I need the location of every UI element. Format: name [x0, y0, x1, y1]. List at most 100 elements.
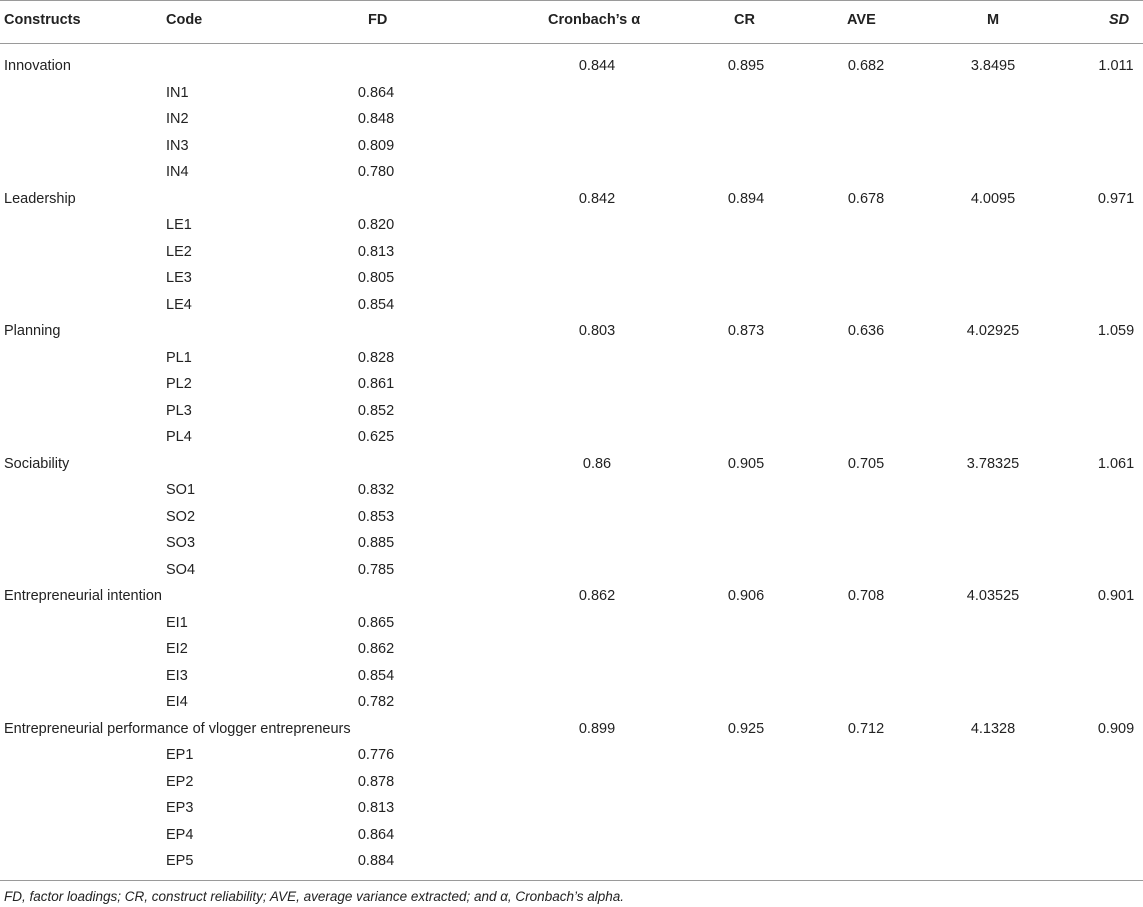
factor-loading-value: 0.805 [357, 270, 395, 286]
mean-value: 4.02925 [966, 323, 1020, 339]
item-code: EP3 [166, 800, 194, 816]
ave-value: 0.636 [847, 323, 885, 339]
factor-loading-value: 0.862 [357, 641, 395, 657]
cronbach-alpha-value: 0.842 [578, 190, 616, 207]
header-row: Constructs Code FD Cronbach’s α CR AVE M… [0, 0, 1143, 43]
item-code: IN1 [166, 84, 189, 101]
factor-loading-value: 0.885 [357, 535, 395, 551]
cr-value: 0.925 [727, 720, 765, 737]
sd-value: 0.909 [1097, 720, 1135, 737]
construct-name: Planning [4, 323, 61, 339]
factor-loading-value: 0.780 [357, 164, 395, 180]
item-code: EI1 [166, 614, 188, 631]
ave-value: 0.708 [847, 588, 885, 604]
sd-value: 1.059 [1097, 323, 1135, 339]
factor-loading-value: 0.782 [357, 694, 395, 710]
factor-loading-value: 0.865 [357, 614, 395, 631]
item-code: PL1 [166, 349, 192, 366]
construct-name: Entrepreneurial performance of vlogger e… [4, 720, 351, 737]
factor-loading-value: 0.878 [357, 773, 395, 790]
cr-value: 0.894 [727, 190, 765, 207]
factor-loading-value: 0.854 [357, 667, 395, 684]
mean-value: 3.78325 [966, 455, 1020, 472]
sd-value: 1.061 [1097, 455, 1135, 472]
header-ave: AVE [847, 12, 876, 28]
construct-name: Sociability [4, 455, 70, 472]
item-code: SO2 [166, 508, 196, 525]
header-rule [0, 43, 1143, 44]
factor-loading-value: 0.884 [357, 853, 395, 869]
sd-value: 0.971 [1097, 190, 1135, 207]
construct-name: Leadership [4, 190, 76, 207]
item-code: EP4 [166, 826, 194, 843]
cronbach-alpha-value: 0.803 [578, 323, 616, 339]
factor-loading-value: 0.853 [357, 508, 395, 525]
factor-loading-value: 0.832 [357, 482, 395, 498]
item-code: LE2 [166, 243, 192, 260]
header-code: Code [166, 12, 203, 28]
header-cr: CR [734, 12, 755, 28]
item-code: EI3 [166, 667, 188, 684]
header-sd: SD [1109, 12, 1130, 28]
header-fd: FD [368, 12, 388, 28]
table-footnote: FD, factor loadings; CR, construct relia… [4, 889, 625, 904]
bottom-rule [0, 880, 1143, 881]
item-code: LE4 [166, 296, 192, 313]
sd-value: 0.901 [1097, 588, 1135, 604]
header-cronbach-alpha: Cronbach’s α [548, 12, 641, 28]
mean-value: 3.8495 [970, 58, 1016, 74]
factor-loading-value: 0.854 [357, 296, 395, 313]
top-rule [0, 0, 1143, 1]
item-code: EP2 [166, 773, 194, 790]
header-constructs: Constructs [4, 12, 81, 28]
item-code: IN3 [166, 137, 189, 154]
item-code: PL3 [166, 402, 192, 419]
construct-name: Innovation [4, 58, 71, 74]
item-code: EI4 [166, 694, 188, 710]
factor-loading-value: 0.813 [357, 800, 395, 816]
factor-loading-value: 0.813 [357, 243, 395, 260]
cronbach-alpha-value: 0.86 [582, 455, 612, 472]
cronbach-alpha-value: 0.844 [578, 58, 616, 74]
item-code: SO4 [166, 561, 196, 578]
factor-loading-value: 0.785 [357, 561, 395, 578]
cr-value: 0.895 [727, 58, 765, 74]
mean-value: 4.1328 [970, 720, 1016, 737]
header-m: M [987, 12, 1000, 28]
cronbach-alpha-value: 0.862 [578, 588, 616, 604]
factor-loading-value: 0.776 [357, 747, 395, 763]
factor-loading-value: 0.848 [357, 111, 395, 127]
factor-loading-value: 0.864 [357, 84, 395, 101]
item-code: EI2 [166, 641, 188, 657]
ave-value: 0.678 [847, 190, 885, 207]
item-code: LE1 [166, 217, 192, 233]
item-code: EP5 [166, 853, 194, 869]
item-code: LE3 [166, 270, 192, 286]
item-code: IN4 [166, 164, 189, 180]
factor-loading-value: 0.820 [357, 217, 395, 233]
item-code: PL2 [166, 376, 192, 392]
cronbach-alpha-value: 0.899 [578, 720, 616, 737]
item-code: EP1 [166, 747, 194, 763]
item-code: PL4 [166, 429, 192, 445]
factor-loading-value: 0.864 [357, 826, 395, 843]
factor-loading-value: 0.852 [357, 402, 395, 419]
mean-value: 4.03525 [966, 588, 1020, 604]
factor-loading-value: 0.625 [357, 429, 395, 445]
factor-loading-value: 0.861 [357, 376, 395, 392]
item-code: SO1 [166, 482, 196, 498]
ave-value: 0.682 [847, 58, 885, 74]
sd-value: 1.011 [1098, 58, 1134, 74]
ave-value: 0.705 [847, 455, 885, 472]
construct-name: Entrepreneurial intention [4, 588, 162, 604]
mean-value: 4.0095 [970, 190, 1016, 207]
factor-loading-value: 0.828 [357, 349, 395, 366]
item-code: SO3 [166, 535, 196, 551]
cr-value: 0.873 [727, 323, 765, 339]
factor-loading-value: 0.809 [357, 137, 395, 154]
cr-value: 0.906 [727, 588, 765, 604]
ave-value: 0.712 [847, 720, 885, 737]
cr-value: 0.905 [727, 455, 765, 472]
item-code: IN2 [166, 111, 189, 127]
